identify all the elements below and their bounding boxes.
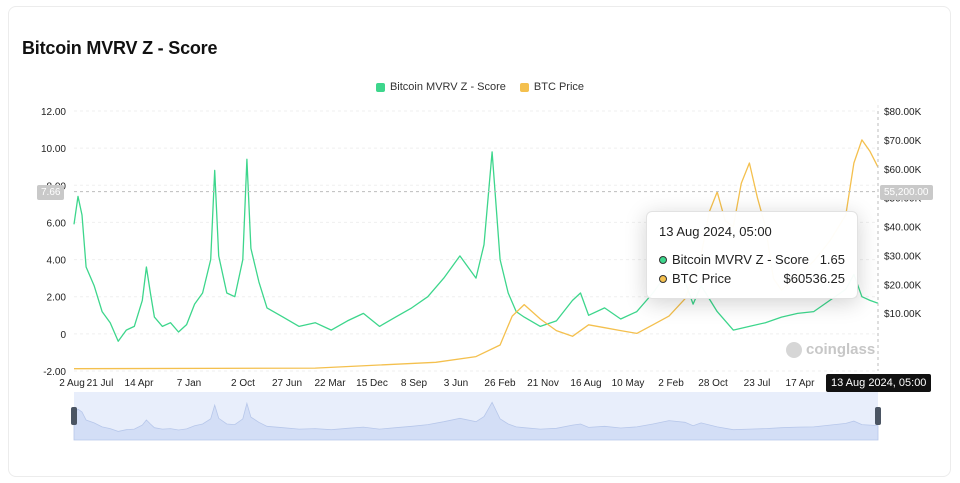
y-tick-left: 10.00: [41, 144, 66, 155]
tooltip-dot-mvrv: [659, 255, 667, 264]
page-title: Bitcoin MVRV Z - Score: [22, 38, 218, 58]
y-tick-left: -2.00: [43, 367, 66, 378]
x-tick-label: 26 Feb: [484, 378, 516, 389]
y-tick-right: $70.00K: [884, 136, 922, 147]
x-tick-label: 27 Jun: [272, 378, 302, 389]
navigator-area: [73, 401, 879, 441]
x-tick-label: 2 Oct: [231, 378, 255, 389]
watermark: coinglass: [786, 341, 875, 358]
y-tick-left: 12.00: [41, 107, 66, 118]
tooltip-row-btc-price: BTC Price $60536.25: [659, 271, 845, 286]
y-tick-right: $60.00K: [884, 165, 922, 176]
chart-legend: Bitcoin MVRV Z - Score BTC Price: [0, 81, 960, 93]
legend-label-btc-price: BTC Price: [533, 81, 585, 93]
x-tick-label: 2 Aug: [59, 378, 85, 389]
x-tick-label: 3 Jun: [444, 378, 468, 389]
y-tick-left: 4.00: [47, 256, 67, 267]
tooltip-row-mvrv: Bitcoin MVRV Z - Score 1.65: [659, 252, 845, 267]
crosshair-left-value: 7.66: [37, 185, 65, 200]
x-tick-label: 14 Apr: [125, 378, 155, 389]
legend-item-mvrv[interactable]: Bitcoin MVRV Z - Score: [375, 81, 506, 93]
y-tick-left: 6.00: [47, 218, 67, 229]
tooltip-label-mvrv: Bitcoin MVRV Z - Score: [672, 252, 810, 267]
x-tick-label: 8 Sep: [401, 378, 428, 389]
x-tick-label: 28 Oct: [698, 378, 728, 389]
legend-item-btc-price[interactable]: BTC Price: [519, 81, 585, 93]
x-tick-label: 17 Apr: [786, 378, 816, 389]
coinglass-logo-icon: [786, 341, 802, 358]
x-tick-label: 7 Jan: [177, 378, 201, 389]
x-tick-label: 22 Mar: [314, 378, 346, 389]
y-tick-right: $80.00K: [884, 107, 922, 118]
y-tick-right: $10.00K: [884, 309, 922, 320]
series-line-mvrv: [73, 151, 879, 342]
x-tick-label: 21 Nov: [527, 378, 559, 389]
x-tick-label: 16 Aug: [570, 378, 601, 389]
navigator-handle-left[interactable]: [71, 407, 77, 425]
crosshair-time-label: 13 Aug 2024, 05:00: [826, 374, 932, 392]
legend-swatch-btc-price: [519, 82, 529, 92]
y-tick-right: $30.00K: [884, 251, 922, 262]
y-tick-right: $20.00K: [884, 280, 922, 291]
tooltip-label-btc-price: BTC Price: [672, 271, 732, 286]
y-tick-left: 2.00: [47, 293, 67, 304]
legend-label-mvrv: Bitcoin MVRV Z - Score: [389, 81, 506, 93]
x-tick-label: 23 Jul: [744, 378, 771, 389]
x-tick-label: 2 Feb: [658, 378, 684, 389]
tooltip-value-mvrv: 1.65: [819, 252, 845, 267]
x-tick-label: 21 Jul: [87, 378, 114, 389]
y-tick-left: 0: [60, 330, 66, 341]
navigator-handle-right[interactable]: [875, 407, 881, 425]
legend-swatch-mvrv: [375, 82, 385, 92]
tooltip: 13 Aug 2024, 05:00 Bitcoin MVRV Z - Scor…: [646, 211, 858, 299]
tooltip-dot-btc-price: [659, 274, 667, 283]
y-tick-right: $40.00K: [884, 223, 922, 234]
tooltip-time: 13 Aug 2024, 05:00: [659, 224, 772, 239]
x-tick-label: 10 May: [612, 378, 645, 389]
watermark-text: coinglass: [806, 341, 876, 358]
x-tick-label: 15 Dec: [356, 378, 388, 389]
crosshair-right-value: 55,200.00: [880, 185, 933, 200]
tooltip-value-btc-price: $60536.25: [783, 271, 845, 286]
